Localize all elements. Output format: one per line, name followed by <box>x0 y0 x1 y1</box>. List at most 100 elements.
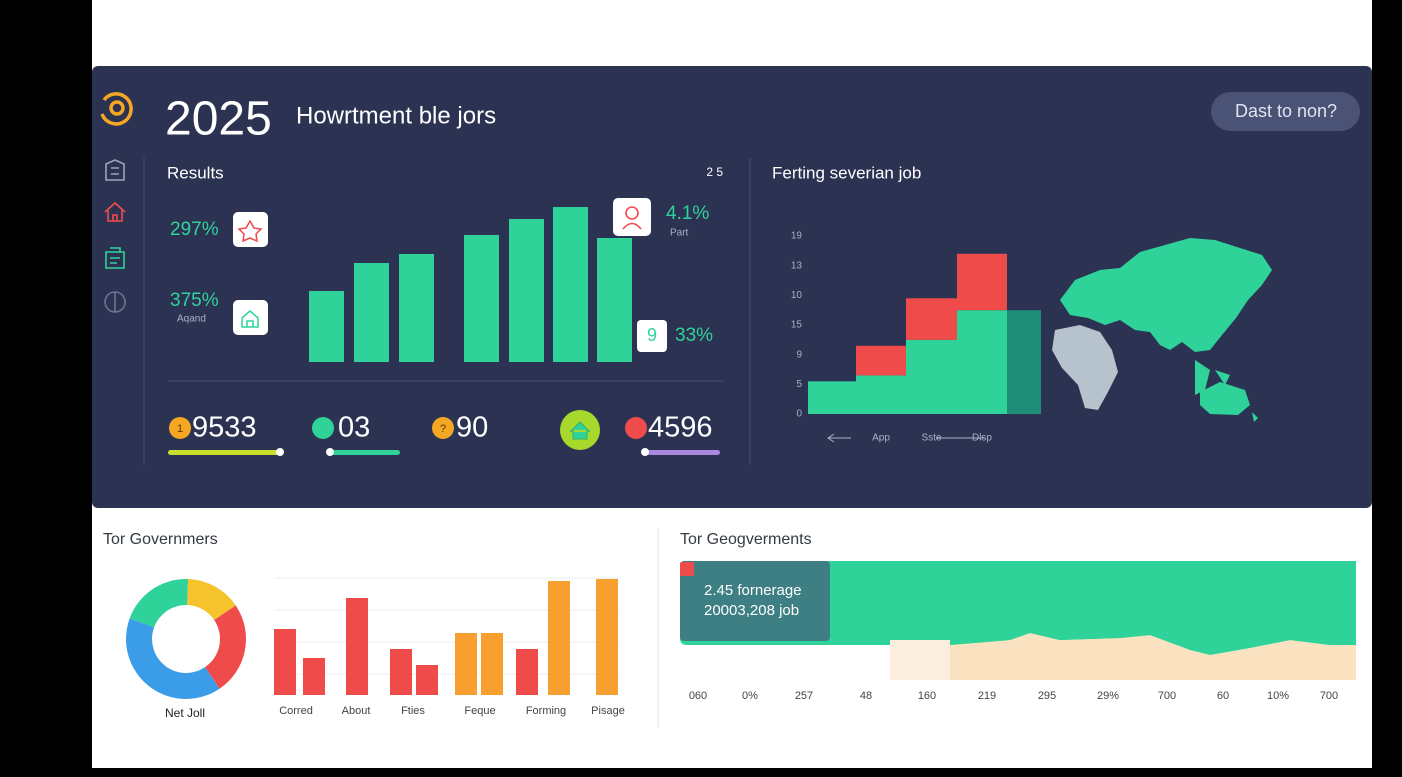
bar <box>509 219 544 362</box>
x-tick-label: Corred <box>279 705 313 717</box>
donut-segment <box>129 579 189 628</box>
kpi-bar <box>168 450 280 455</box>
bar <box>390 649 412 695</box>
bar <box>346 598 368 695</box>
x-tick-label: Dlsp <box>972 433 992 444</box>
stat-value: 33% <box>675 325 713 346</box>
bar <box>516 649 538 695</box>
top-panel <box>92 66 1372 508</box>
bar-segment <box>1007 310 1041 414</box>
info-card-line: 2.45 fornerage <box>704 582 802 599</box>
kpi-bar-end <box>276 448 284 456</box>
x-tick-label: 29% <box>1097 690 1119 702</box>
header-button[interactable] <box>1211 92 1360 131</box>
bar <box>548 581 570 695</box>
bar <box>481 633 503 695</box>
x-tick-label: 160 <box>918 690 936 702</box>
stat-icon <box>613 198 651 236</box>
bar-segment <box>808 381 856 414</box>
donut-segment <box>126 618 220 699</box>
kpi-badge <box>312 417 334 439</box>
bar <box>309 291 344 362</box>
x-tick-label: 10% <box>1267 690 1289 702</box>
stat-value: 375% <box>170 290 219 311</box>
y-tick-label: 9 <box>796 349 802 360</box>
stat-icon <box>233 300 268 335</box>
info-card-line: 20003,208 job <box>704 602 799 619</box>
bar <box>274 629 296 695</box>
header-year: 2025 <box>165 93 272 146</box>
bar-segment <box>856 345 906 376</box>
x-tick-label: 219 <box>978 690 996 702</box>
kpi-value: 90 <box>456 412 488 444</box>
stat-icon-glyph <box>625 206 639 220</box>
area-fill <box>950 633 1356 680</box>
donut-label: Net Joll <box>165 706 205 720</box>
y-tick-label: 19 <box>791 231 803 242</box>
kpi-bar <box>643 450 720 455</box>
section-title: Tor Governmers <box>103 531 218 548</box>
logo <box>100 92 133 126</box>
kpi-badge <box>432 417 454 439</box>
bar <box>553 207 588 362</box>
bar <box>464 235 499 362</box>
bar-segment <box>957 253 1007 311</box>
bar-segment <box>957 310 1007 414</box>
x-tick-label: 0% <box>742 690 758 702</box>
axis-arrow <box>827 433 985 443</box>
kpi-bar <box>328 450 400 455</box>
x-tick-label: 257 <box>795 690 813 702</box>
x-tick-label: 700 <box>1158 690 1176 702</box>
area-fill <box>890 640 950 680</box>
nav-icon[interactable] <box>104 201 126 222</box>
results-corner: 2 5 <box>706 165 723 179</box>
header-title: Howrtment ble jors <box>296 102 496 129</box>
x-tick-label: About <box>342 705 371 717</box>
info-card <box>680 561 830 641</box>
x-tick-label: App <box>872 433 890 444</box>
header-button-label[interactable]: Dast to non? <box>1235 101 1337 121</box>
bar <box>455 633 477 695</box>
x-tick-label: 60 <box>1217 690 1229 702</box>
bar <box>416 665 438 695</box>
stat-label: Part <box>670 228 689 239</box>
world-map <box>1052 238 1272 422</box>
x-tick-label: Sste <box>921 433 941 444</box>
bar-segment <box>856 375 906 414</box>
bar-segment <box>906 298 957 340</box>
kpi-badge-label: 1 <box>177 423 183 435</box>
stat-badge-label: 9 <box>647 325 657 345</box>
home-glyph <box>569 421 591 440</box>
kpi-value: 4596 <box>648 412 713 444</box>
nav-icon[interactable] <box>105 159 125 181</box>
y-tick-label: 15 <box>791 320 803 331</box>
y-tick-label: 13 <box>791 260 803 271</box>
nav-icon[interactable] <box>105 247 125 269</box>
bar <box>399 254 434 362</box>
stat-icon-glyph <box>241 310 259 328</box>
stat-label: Aqand <box>177 314 206 325</box>
x-tick-label: 060 <box>689 690 707 702</box>
info-card-flag <box>680 562 694 576</box>
stat-badge <box>637 320 667 352</box>
x-tick-label: Fties <box>401 705 425 717</box>
x-tick-label: Pisage <box>591 705 625 717</box>
bar <box>597 238 632 362</box>
kpi-bar-end <box>326 448 334 456</box>
x-tick-label: Forming <box>526 705 566 717</box>
y-tick-label: 10 <box>791 290 803 301</box>
kpi-badge-label: ? <box>440 423 446 435</box>
donut-segment <box>187 579 236 620</box>
kpi-value: 9533 <box>192 412 257 444</box>
x-tick-label: 48 <box>860 690 872 702</box>
x-tick-label: 295 <box>1038 690 1056 702</box>
sidebar <box>104 159 126 313</box>
y-tick-label: 0 <box>796 409 802 420</box>
nav-icon[interactable] <box>104 291 126 313</box>
kpi-value: 03 <box>338 412 370 444</box>
x-tick-label: Feque <box>464 705 495 717</box>
stat-value: 297% <box>170 219 219 240</box>
bar-segment <box>906 339 957 414</box>
